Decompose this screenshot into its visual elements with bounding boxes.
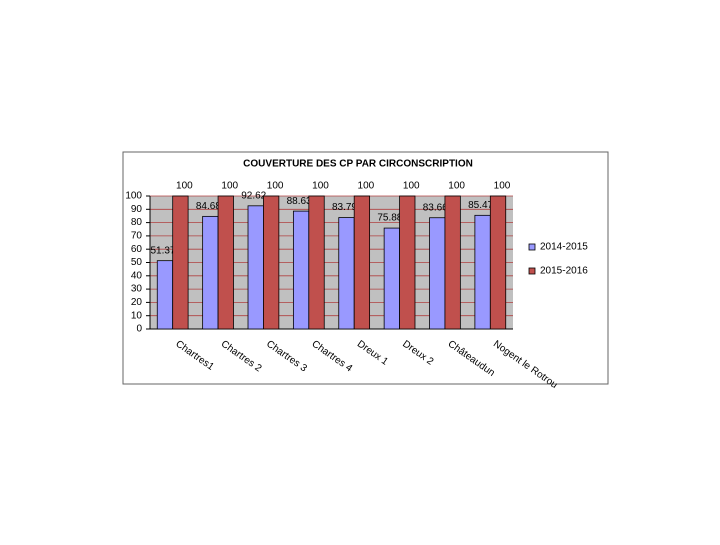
data-label: 84.68 <box>196 201 221 212</box>
y-tick-label: 60 <box>131 244 143 255</box>
y-tick-label: 50 <box>131 257 143 268</box>
data-label: 100 <box>448 181 465 192</box>
legend-label: 2015-2016 <box>540 266 588 277</box>
bar <box>444 195 461 330</box>
data-label: 51.37 <box>150 245 175 256</box>
y-tick-label: 0 <box>136 324 142 335</box>
data-label: 100 <box>176 181 193 192</box>
data-label: 100 <box>403 181 420 192</box>
data-label: 100 <box>312 181 329 192</box>
y-tick-label: 80 <box>131 217 143 228</box>
bar <box>353 195 371 330</box>
bar <box>474 214 491 330</box>
data-label: 92.62 <box>241 190 266 201</box>
bar <box>429 217 446 330</box>
bar <box>489 195 507 330</box>
y-tick-label: 70 <box>131 231 143 242</box>
y-tick-label: 20 <box>131 297 143 308</box>
bar <box>263 195 280 330</box>
bar <box>217 195 234 330</box>
bar <box>172 195 189 330</box>
y-tick-label: 30 <box>131 284 143 295</box>
chart-title: COUVERTURE DES CP PAR CIRCONSCRIPTION <box>243 159 473 170</box>
bar <box>202 215 219 330</box>
bar <box>156 260 174 330</box>
bar <box>399 195 416 330</box>
legend-label: 2014-2015 <box>540 242 588 253</box>
legend-marker <box>528 243 536 251</box>
bar <box>308 195 325 330</box>
bar <box>247 205 264 330</box>
y-tick-label: 100 <box>125 191 142 202</box>
data-label: 100 <box>221 181 238 192</box>
data-label: 85.47 <box>468 200 493 211</box>
bar <box>338 217 355 330</box>
data-label: 83.79 <box>332 202 357 213</box>
y-tick-label: 10 <box>131 310 143 321</box>
bar <box>292 210 310 330</box>
bar <box>383 227 400 330</box>
data-label: 100 <box>358 181 375 192</box>
y-tick-label: 90 <box>131 204 143 215</box>
data-label: 75.88 <box>377 213 402 224</box>
data-label: 88.63 <box>287 196 312 207</box>
y-tick-label: 40 <box>131 270 143 281</box>
data-label: 100 <box>267 181 284 192</box>
data-label: 100 <box>494 181 511 192</box>
data-label: 83.66 <box>423 202 448 213</box>
legend-marker <box>528 267 536 275</box>
